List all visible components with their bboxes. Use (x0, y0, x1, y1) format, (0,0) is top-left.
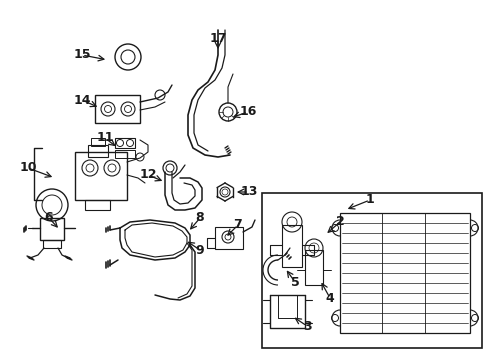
Bar (305, 250, 323, 285)
Text: 17: 17 (209, 31, 226, 45)
Bar (115, 150, 135, 158)
Bar (215, 227, 243, 249)
Text: 5: 5 (290, 275, 299, 288)
Text: 3: 3 (302, 320, 311, 333)
Text: 1: 1 (365, 193, 374, 207)
Text: 16: 16 (239, 105, 256, 118)
Bar (85, 200, 110, 210)
Text: 10: 10 (19, 162, 37, 175)
Text: 15: 15 (73, 49, 91, 62)
Text: 13: 13 (240, 185, 257, 198)
Text: 12: 12 (139, 168, 157, 181)
Text: 8: 8 (195, 211, 204, 225)
Text: 9: 9 (195, 243, 204, 256)
Text: 11: 11 (96, 131, 114, 144)
Bar (95, 95, 140, 123)
Text: 6: 6 (44, 211, 53, 225)
Text: 14: 14 (73, 94, 91, 107)
Bar (339, 213, 469, 333)
Bar (91, 138, 105, 146)
Bar (40, 218, 64, 240)
Bar (75, 152, 127, 200)
Bar (88, 145, 108, 157)
Bar (282, 225, 302, 267)
Bar (43, 240, 61, 248)
Text: 7: 7 (233, 219, 242, 231)
Text: 2: 2 (335, 216, 344, 229)
Text: 4: 4 (325, 292, 334, 305)
Bar (262, 193, 481, 348)
Bar (115, 138, 135, 148)
